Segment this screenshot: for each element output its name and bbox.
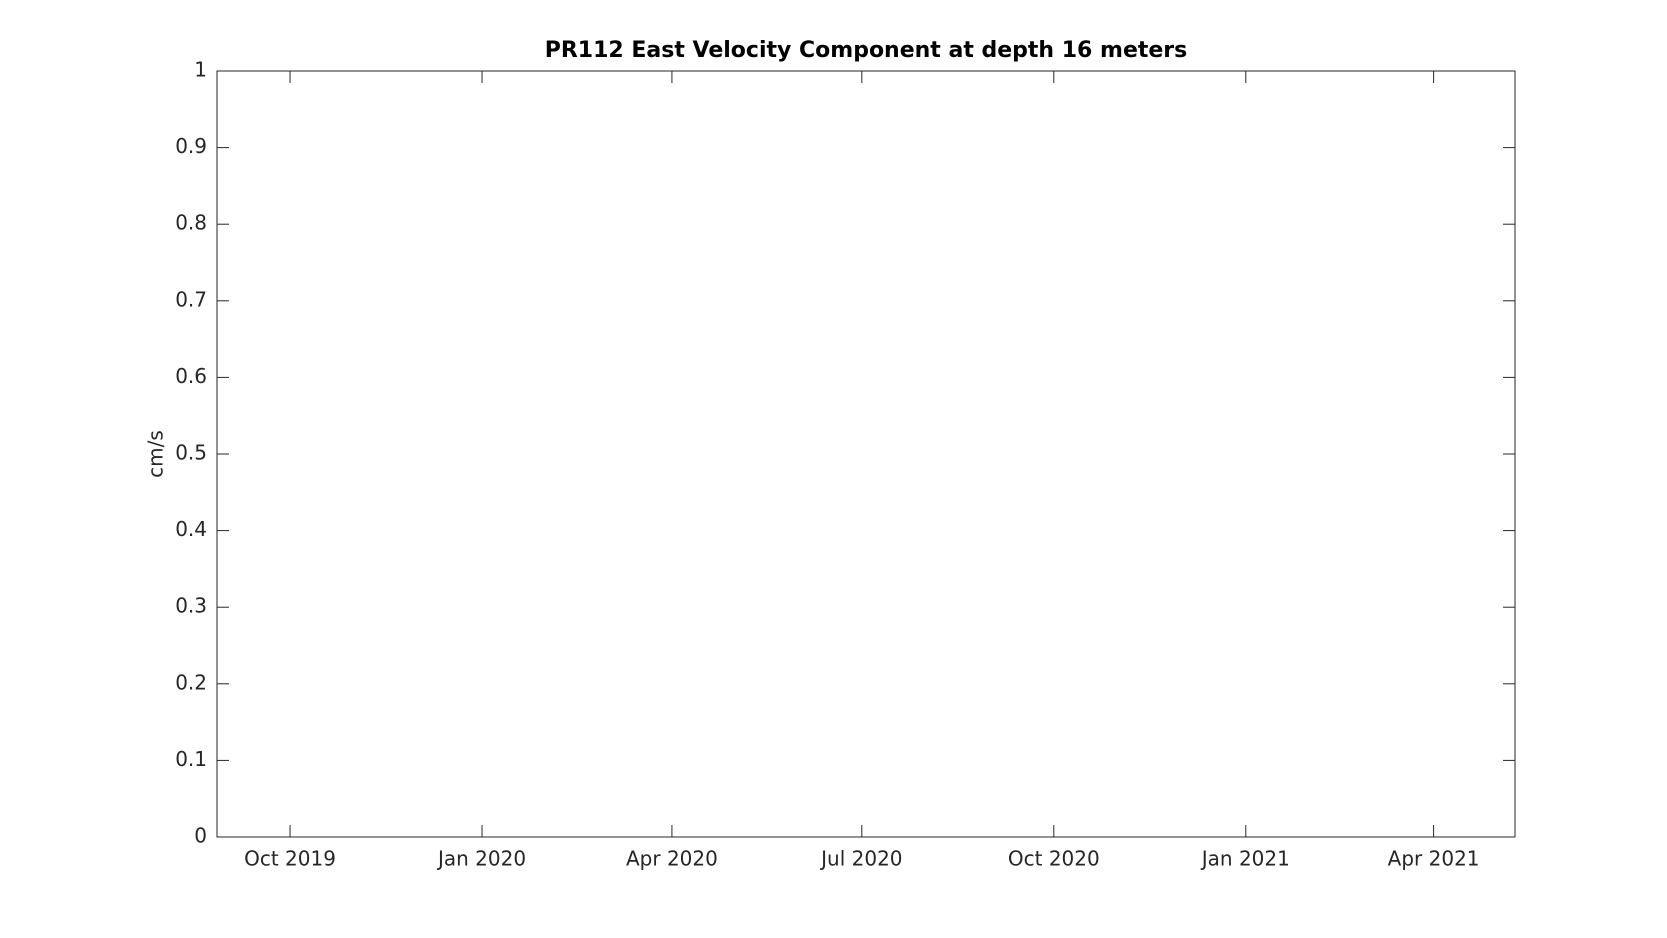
y-tick-label: 0.5 bbox=[175, 441, 207, 465]
y-tick-label: 0.2 bbox=[175, 670, 207, 694]
x-tick-label: Apr 2020 bbox=[626, 847, 718, 871]
x-tick-label: Apr 2021 bbox=[1388, 847, 1480, 871]
x-tick-label: Jan 2021 bbox=[1200, 847, 1290, 871]
y-tick-label: 0 bbox=[194, 824, 207, 848]
x-tick-label: Oct 2020 bbox=[1008, 847, 1100, 871]
x-tick-label: Jan 2020 bbox=[436, 847, 526, 871]
y-tick-label: 0.1 bbox=[175, 747, 207, 771]
x-tick-label: Jul 2020 bbox=[819, 847, 902, 871]
y-tick-label: 0.4 bbox=[175, 517, 207, 541]
chart-title: PR112 East Velocity Component at depth 1… bbox=[545, 38, 1188, 63]
x-tick-label: Oct 2019 bbox=[244, 847, 336, 871]
y-tick-label: 1 bbox=[194, 58, 207, 82]
y-axis-label: cm/s bbox=[144, 430, 168, 478]
y-tick-label: 0.8 bbox=[175, 211, 207, 235]
y-tick-label: 0.3 bbox=[175, 594, 207, 618]
y-tick-label: 0.9 bbox=[175, 134, 207, 158]
y-tick-label: 0.6 bbox=[175, 364, 207, 388]
y-tick-label: 0.7 bbox=[175, 287, 207, 311]
